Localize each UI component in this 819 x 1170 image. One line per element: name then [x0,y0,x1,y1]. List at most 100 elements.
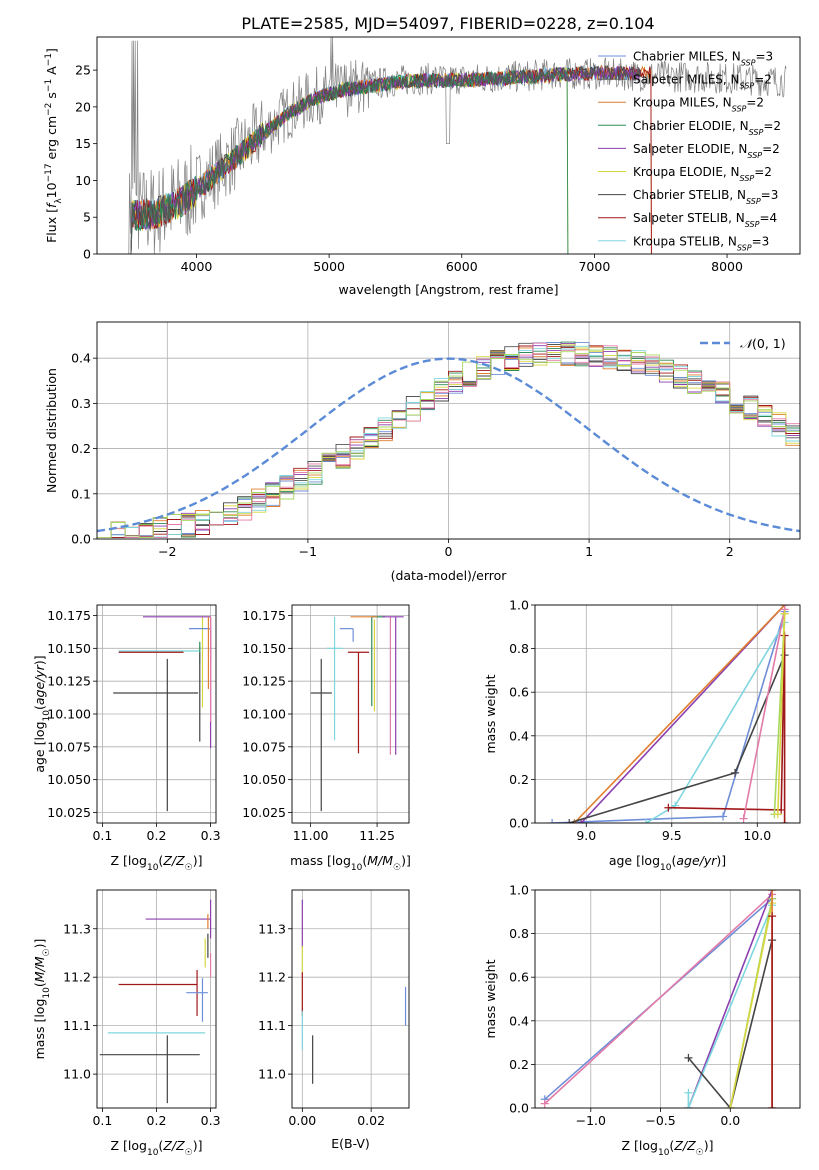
legend-label: 𝒩(0, 1) [740,336,786,351]
y-tick-label: 0.0 [509,816,529,831]
y-tick-label: 10.100 [47,707,91,722]
error-point [339,628,354,642]
legend-label: Kroupa MILES, NSSP=2 [633,96,764,114]
weight-marker [642,819,651,823]
x-axis-label: Z [log10(Z/Z☉)] [622,1138,714,1158]
x-axis-label: Z [log10(Z/Z☉)] [111,1138,203,1158]
label-part: erg cm [44,116,59,164]
weight-line-chabrier_stelib [568,654,786,823]
y-tick-label: 10.150 [47,641,91,656]
y-axis-label: Flux [fλ10−17 erg cm−2 s−1 A−1] [44,48,64,243]
label-part: Z/Z [673,1138,696,1153]
weight-marker [739,814,748,823]
label-part: −2 [44,103,54,116]
y-tick-label: 0.2 [509,1057,529,1072]
y-tick-label: 10.100 [242,707,286,722]
label-part: −17 [44,163,54,182]
weight-line-salpeter_elodie [687,890,773,1108]
y-tick-label: 10.050 [47,772,91,787]
plot-area [301,899,407,1084]
x-tick-label: −0.5 [645,1113,675,1128]
x-tick-label: 11.00 [293,828,329,843]
model-spectrum-chabrier_miles [128,66,641,254]
label-part: )] [32,655,47,665]
weight-marker [768,1104,777,1108]
legend-sub: SSP [740,174,755,183]
legend-suffix: =2 [754,165,772,179]
x-tick-label: 0.00 [288,1113,316,1128]
label-part: −1 [44,79,54,92]
histogram-lime [97,349,800,539]
y-tick-label: 0.3 [71,396,91,411]
x-tick-label: 1 [585,544,593,559]
histogram-chabrier_elodie [97,341,800,539]
legend-suffix: =4 [759,211,777,225]
model-spectrum-kroupa_stelib [128,65,641,254]
weight-marker [577,819,586,823]
weight-marker [780,609,789,618]
legend-text: Chabrier ELODIE, N [633,119,749,133]
panel-mass_vs_ebv: 0.00 0.02 11.0 11.1 11.2 11.3 E(B-V) [258,889,410,1151]
legend-args: (0, 1) [752,336,786,351]
axes-frame [534,889,801,1109]
x-tick-label: 0.2 [147,1113,167,1128]
weight-marker [684,1053,693,1062]
legend-text: Chabrier MILES, N [633,50,741,64]
label-part: Z [log [111,1138,147,1153]
panel-residuals: −2 −1 0 1 2 0.0 0.1 0.2 0.3 0.4 (data-model)/error… [44,321,801,583]
error-point [99,1035,200,1104]
label-part: Z/Z [162,853,185,868]
legend-sub: SSP [747,150,762,159]
x-tick-label: 10.0 [743,828,771,843]
panel-mass_vs_Z: 0.1 0.2 0.311.011.111.211.3Z [log10(Z/Z☉)]… [32,889,221,1158]
legend-label: Chabrier STELIB, NSSP=3 [633,188,778,206]
label-part: age [log [609,853,660,868]
weight-marker [684,1104,693,1108]
legend-text: Chabrier STELIB, N [633,188,746,202]
legend-text: Salpeter STELIB, N [633,211,745,225]
weight-marker [540,1099,549,1108]
model-spectrum-salpeter_miles [128,64,641,254]
y-tick-label: 10.125 [242,674,286,689]
weight-line-kroupa_stelib [687,904,773,1108]
label-part: 10 [660,863,672,873]
label-part: ( [669,1138,674,1153]
label-part: mass [log [290,853,351,868]
y-tick-label: 0 [83,247,91,262]
axes-frame [534,604,801,824]
y-tick-label: 20 [75,99,91,114]
plot-area [113,616,212,812]
legend-label: Kroupa ELODIE, NSSP=2 [633,165,772,183]
label-part: A [44,66,59,79]
legend-label: Salpeter ELODIE, NSSP=2 [633,142,780,160]
x-tick-label: 5000 [313,259,345,274]
x-tick-label: 0.1 [92,828,112,843]
label-part: 10 [42,710,52,722]
y-tick-label: 0.4 [509,728,529,743]
legend-suffix: =3 [755,50,773,64]
label-part: 10 [42,987,52,999]
y-tick-label: 0.2 [509,772,529,787]
label-part: −1 [44,53,54,66]
x-tick-label: −1.0 [576,1113,606,1128]
y-axis-label: age [log10(age/yr)] [32,655,52,772]
y-tick-label: 5 [83,210,91,225]
legend-text: Kroupa MILES, N [633,96,732,110]
legend-sub: SSP [732,104,747,113]
x-axis-label: Z [log10(Z/Z☉)] [111,853,203,873]
weight-marker [780,819,789,823]
legend-sub: SSP [745,220,760,229]
label-part: 10 [44,182,59,198]
legend-sub: SSP [746,197,761,206]
error-point [142,616,212,749]
x-tick-label: 0.2 [147,828,167,843]
x-tick-label: 11.25 [359,828,395,843]
label-part: Z [log [622,1138,658,1153]
y-tick-label: 0.0 [71,532,91,547]
label-part: 10 [147,1148,159,1158]
weight-marker [731,768,740,777]
plot-area [128,37,787,254]
label-part: 10 [351,863,363,873]
x-tick-label: −2 [158,544,176,559]
weight-line-salpeter_elodie [580,605,786,823]
